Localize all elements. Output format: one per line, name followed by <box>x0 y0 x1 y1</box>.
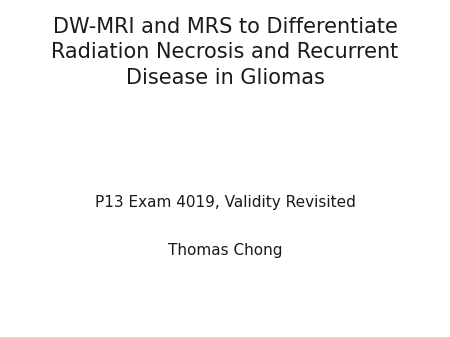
Text: P13 Exam 4019, Validity Revisited: P13 Exam 4019, Validity Revisited <box>94 195 356 211</box>
Text: Thomas Chong: Thomas Chong <box>168 243 282 258</box>
Text: DW-MRI and MRS to Differentiate
Radiation Necrosis and Recurrent
Disease in Glio: DW-MRI and MRS to Differentiate Radiatio… <box>51 17 399 88</box>
